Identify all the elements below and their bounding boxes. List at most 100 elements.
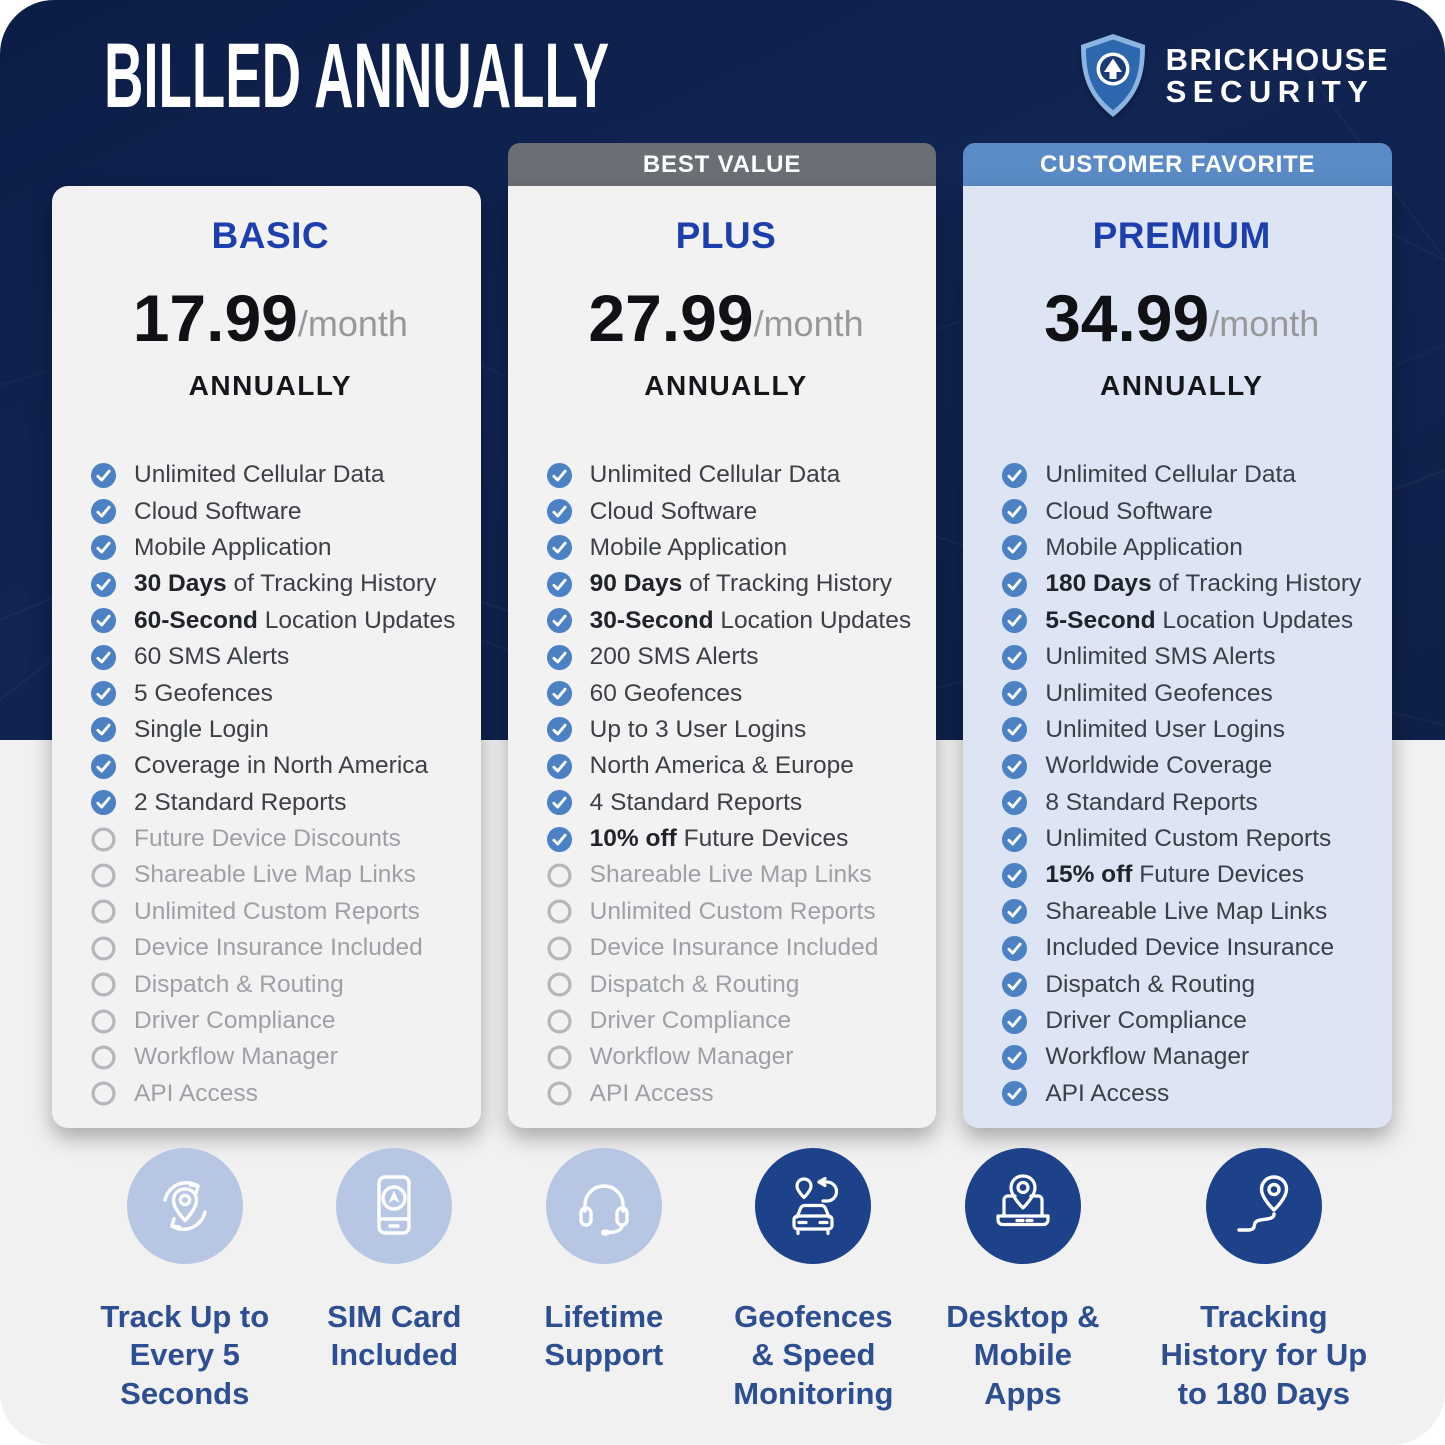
feature-label: Coverage in North America <box>134 752 429 780</box>
feature-row: Workflow Manager <box>90 1039 451 1075</box>
check-icon <box>546 571 573 598</box>
feature-label: API Access <box>134 1079 258 1107</box>
feature-label: Unlimited Geofences <box>1045 679 1273 707</box>
check-icon <box>546 753 573 780</box>
feature-row: 10% off Future Devices <box>546 821 907 857</box>
feature-label: Unlimited Cellular Data <box>589 461 841 489</box>
features-list-premium: Unlimited Cellular Data Cloud Software Mob… <box>1001 457 1362 1112</box>
circle-icon <box>90 898 117 925</box>
feature-label: 60 SMS Alerts <box>134 643 290 671</box>
feature-row: 15% off Future Devices <box>1001 857 1362 893</box>
feature-label: Mobile Application <box>589 533 788 561</box>
plan-card-basic: BASIC 17.99/month ANNUALLY Unlimited Cel… <box>52 186 481 1128</box>
feature-label: Dispatch & Routing <box>589 970 800 998</box>
price-per-month: /month <box>1209 303 1320 344</box>
check-icon <box>546 534 573 561</box>
check-icon <box>1001 862 1028 889</box>
feature-row: Shareable Live Map Links <box>546 857 907 893</box>
check-icon <box>1001 826 1028 853</box>
feature-label: 4 Standard Reports <box>589 788 803 816</box>
check-icon <box>90 680 117 707</box>
plan-column-premium: CUSTOMER FAVORITE PREMIUM 34.99/month AN… <box>963 143 1393 1128</box>
feature-row: Future Device Discounts <box>90 821 451 857</box>
check-icon <box>546 680 573 707</box>
headset-icon <box>545 1148 662 1264</box>
feature-row: Device Insurance Included <box>90 930 451 966</box>
feature-label: Shareable Live Map Links <box>1045 897 1328 925</box>
feature-row: API Access <box>546 1076 907 1112</box>
feature-label: 180 Days of Tracking History <box>1045 570 1362 598</box>
feature-row: Worldwide Coverage <box>1001 748 1362 784</box>
feature-row: 8 Standard Reports <box>1001 785 1362 821</box>
check-icon <box>1001 571 1028 598</box>
highlight-label: SIM Card Included <box>327 1299 462 1373</box>
highlight-phone-nav: SIM Card Included <box>290 1148 500 1413</box>
check-icon <box>1001 1008 1028 1035</box>
feature-row: Mobile Application <box>90 530 451 566</box>
feature-row: 60 SMS Alerts <box>90 639 451 675</box>
feature-row: Unlimited User Logins <box>1001 712 1362 748</box>
feature-label: North America & Europe <box>589 752 854 780</box>
circle-icon <box>546 1008 573 1035</box>
feature-label: Included Device Insurance <box>1045 934 1335 962</box>
feature-label: Unlimited User Logins <box>1045 715 1285 743</box>
feature-label: Dispatch & Routing <box>134 970 344 998</box>
feature-label: Shareable Live Map Links <box>134 861 416 889</box>
feature-row: Up to 3 User Logins <box>546 712 907 748</box>
feature-label: Workflow Manager <box>1045 1043 1250 1071</box>
feature-label: API Access <box>1045 1079 1170 1107</box>
feature-row: 30 Days of Tracking History <box>90 566 451 602</box>
billing-term: ANNUALLY <box>188 370 353 401</box>
laptop-pin-icon <box>964 1148 1081 1264</box>
feature-label: 5 Geofences <box>134 679 273 707</box>
feature-row: Cloud Software <box>546 493 907 529</box>
highlight-car-route: Geofences & Speed Monitoring <box>709 1148 919 1413</box>
price-per-month: /month <box>753 303 864 344</box>
feature-row: Dispatch & Routing <box>546 966 907 1002</box>
circle-icon <box>546 898 573 925</box>
page-title: BILLED ANNUALLY <box>104 23 610 127</box>
feature-row: Single Login <box>90 712 451 748</box>
feature-row: Driver Compliance <box>546 1003 907 1039</box>
feature-row: Unlimited SMS Alerts <box>1001 639 1362 675</box>
highlight-pin-route: Tracking History for Up to 180 Days <box>1128 1148 1400 1413</box>
car-route-icon <box>755 1148 872 1264</box>
price-amount: 27.99 <box>588 281 754 355</box>
check-icon <box>90 571 117 598</box>
circle-icon <box>546 935 573 962</box>
plan-column-plus: BEST VALUE PLUS 27.99/month ANNUALLY Unl… <box>507 143 937 1128</box>
circle-icon <box>90 935 117 962</box>
feature-row: 200 SMS Alerts <box>546 639 907 675</box>
feature-label: 15% off Future Devices <box>1045 861 1305 889</box>
feature-row: 90 Days of Tracking History <box>546 566 907 602</box>
feature-label: Unlimited Cellular Data <box>134 461 385 489</box>
feature-label: Device Insurance Included <box>589 934 879 962</box>
feature-label: Cloud Software <box>134 497 302 525</box>
plan-name-plus: PLUS <box>675 215 777 256</box>
check-icon <box>546 607 573 634</box>
phone-nav-icon <box>336 1148 453 1264</box>
highlight-label: Lifetime Support <box>544 1299 664 1373</box>
plan-name-basic: BASIC <box>211 215 330 256</box>
feature-label: 60 Geofences <box>589 679 743 707</box>
check-icon <box>546 826 573 853</box>
feature-label: Driver Compliance <box>134 1007 336 1035</box>
feature-row: 5 Geofences <box>90 675 451 711</box>
check-icon <box>90 534 117 561</box>
check-icon <box>90 462 117 489</box>
check-icon <box>90 789 117 816</box>
feature-row: Unlimited Custom Reports <box>90 894 451 930</box>
brand-name-line1: BRICKHOUSE <box>1165 41 1389 77</box>
highlight-label: Track Up to Every 5 Seconds <box>100 1299 270 1411</box>
feature-row: API Access <box>90 1076 451 1112</box>
circle-icon <box>546 862 573 889</box>
feature-row: Mobile Application <box>1001 530 1362 566</box>
feature-label: Driver Compliance <box>1045 1007 1247 1035</box>
circle-icon <box>90 1080 117 1107</box>
highlight-label: Tracking History for Up to 180 Days <box>1160 1299 1368 1411</box>
features-list-plus: Unlimited Cellular Data Cloud Software Mob… <box>546 457 911 1112</box>
check-icon <box>1001 753 1028 780</box>
check-icon <box>1001 789 1028 816</box>
feature-label: 60-Second Location Updates <box>134 606 456 634</box>
